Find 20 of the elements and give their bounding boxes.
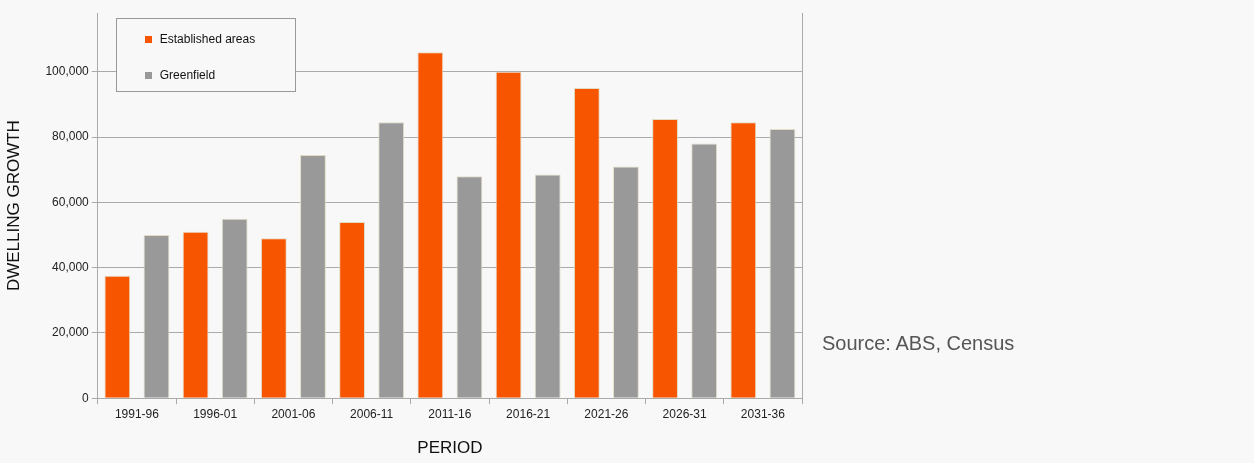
x-tick-label: 1991-96 <box>114 406 160 421</box>
x-tick-label: 2001-06 <box>271 406 316 421</box>
source-note: Source: ABS, Census <box>822 331 1016 356</box>
legend-label: Established areas <box>159 32 256 46</box>
y-tick-label: 60,000 <box>52 194 90 209</box>
x-axis-title: PERIOD <box>417 438 483 458</box>
x-tick-label: 2021-26 <box>584 406 629 421</box>
x-tick-label: 2006-11 <box>350 406 394 421</box>
x-tick-label: 2016-21 <box>506 406 551 421</box>
y-tick-label: 20,000 <box>52 325 90 340</box>
y-tick-label: 100,000 <box>45 64 90 79</box>
y-tick-label: 0 <box>82 390 90 405</box>
y-tick-label: 80,000 <box>52 129 90 144</box>
legend-label: Greenfield <box>159 68 216 82</box>
y-tick-label: 40,000 <box>52 259 90 274</box>
x-tick-label: 1996-01 <box>193 406 238 421</box>
y-axis-title: DWELLING GROWTH <box>3 120 23 292</box>
x-tick-label: 2031-36 <box>740 406 786 421</box>
x-tick-label: 2026-31 <box>662 406 707 421</box>
x-tick-label: 2011-16 <box>428 406 472 421</box>
